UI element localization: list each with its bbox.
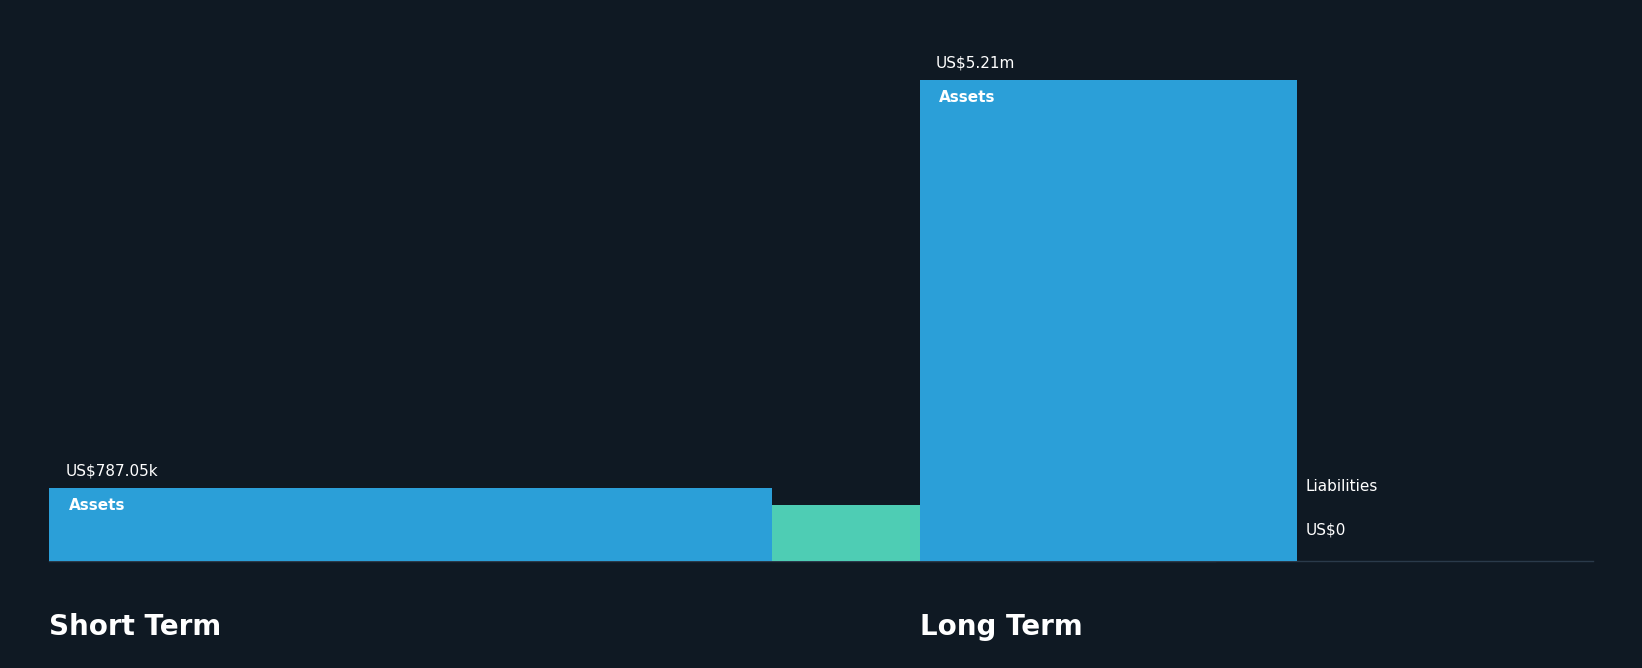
Text: Liabilities: Liabilities [1305, 480, 1378, 494]
Text: Liabilities: Liabilities [957, 447, 1030, 462]
Text: Short Term: Short Term [49, 613, 222, 641]
Text: US$604.36k: US$604.36k [947, 478, 1039, 493]
Text: US$5.21m: US$5.21m [936, 55, 1015, 70]
Text: US$787.05k: US$787.05k [66, 464, 158, 478]
Bar [772, 505, 1215, 561]
Text: Assets: Assets [939, 90, 995, 105]
Bar [920, 80, 1297, 561]
Text: US$0: US$0 [1305, 523, 1346, 538]
Text: Assets: Assets [69, 498, 125, 514]
Text: Long Term: Long Term [920, 613, 1082, 641]
Bar [49, 488, 772, 561]
